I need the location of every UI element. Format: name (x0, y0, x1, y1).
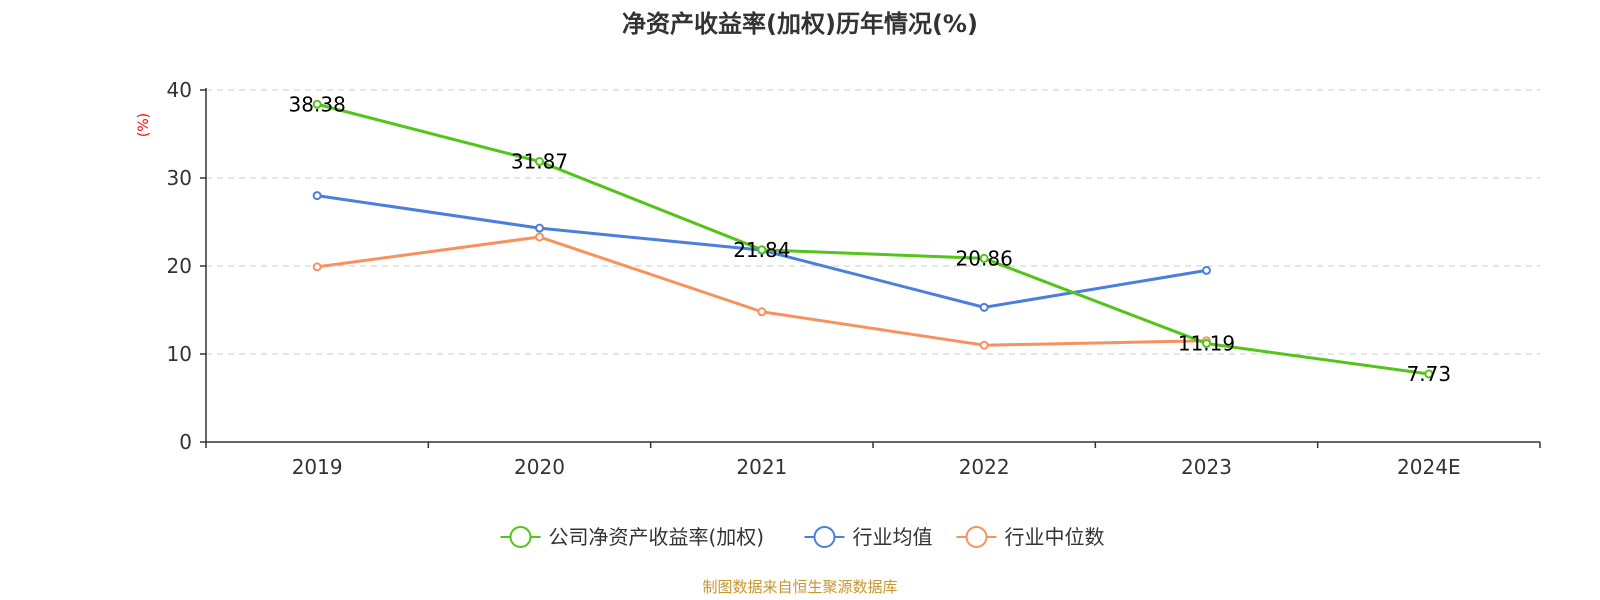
data-labels: 38.38 31.87 21.84 20.86 11.19 7.73 (289, 92, 1452, 386)
legend-item[interactable]: 公司净资产收益率(加权) (500, 525, 765, 549)
source-note: 制图数据来自恒生聚源数据库 (702, 578, 897, 596)
legend-label: 行业中位数 (1005, 525, 1105, 549)
data-point (979, 253, 989, 263)
data-label: 20.86 (956, 246, 1013, 270)
axes: 0 10 20 30 40 2019 2020 2021 2022 2023 2024E (167, 78, 1541, 479)
legend-label: 公司净资产收益率(加权) (549, 525, 765, 549)
data-label: 7.73 (1407, 362, 1452, 386)
legend-marker (813, 526, 836, 548)
data-point (312, 191, 322, 201)
x-tick-label: 2023 (1181, 455, 1232, 479)
x-tick-label: 2020 (514, 455, 565, 479)
x-tick-label: 2021 (736, 455, 787, 479)
data-point (312, 262, 322, 272)
data-point (757, 245, 767, 255)
legend-item[interactable]: 行业均值 (804, 525, 933, 549)
data-point (757, 307, 767, 317)
data-label: 11.19 (1178, 332, 1235, 356)
data-point (1202, 339, 1211, 349)
data-label: 21.84 (733, 238, 790, 262)
data-point (1424, 369, 1434, 379)
y-tick-label: 10 (167, 342, 192, 366)
x-tick-label: 2024E (1397, 455, 1461, 479)
series-layer (312, 99, 1434, 379)
data-point (535, 232, 544, 242)
legend-marker (965, 526, 988, 548)
y-tick-label: 0 (179, 430, 192, 454)
y-tick-label: 40 (167, 78, 192, 102)
y-tick-label: 30 (167, 166, 192, 190)
y-axis-label: (%) (136, 113, 152, 137)
data-point (535, 157, 544, 167)
data-point (979, 302, 989, 312)
data-point (1202, 265, 1211, 275)
x-tick-label: 2022 (959, 455, 1010, 479)
series-line-0 (316, 102, 1430, 376)
y-tick-label: 20 (167, 254, 192, 278)
legend-label: 行业均值 (853, 525, 933, 549)
data-label: 31.87 (511, 150, 568, 174)
legend-marker (509, 526, 532, 548)
x-tick-label: 2019 (292, 455, 343, 479)
legend-item[interactable]: 行业中位数 (956, 525, 1105, 549)
data-label: 38.38 (289, 92, 346, 116)
data-point (312, 99, 322, 109)
legend: 公司净资产收益率(加权) 行业均值 行业中位数 (500, 525, 1105, 549)
chart-title: 净资产收益率(加权)历年情况(%) (622, 10, 978, 38)
grid (206, 89, 1540, 355)
data-point (979, 340, 989, 350)
data-point (535, 223, 544, 233)
